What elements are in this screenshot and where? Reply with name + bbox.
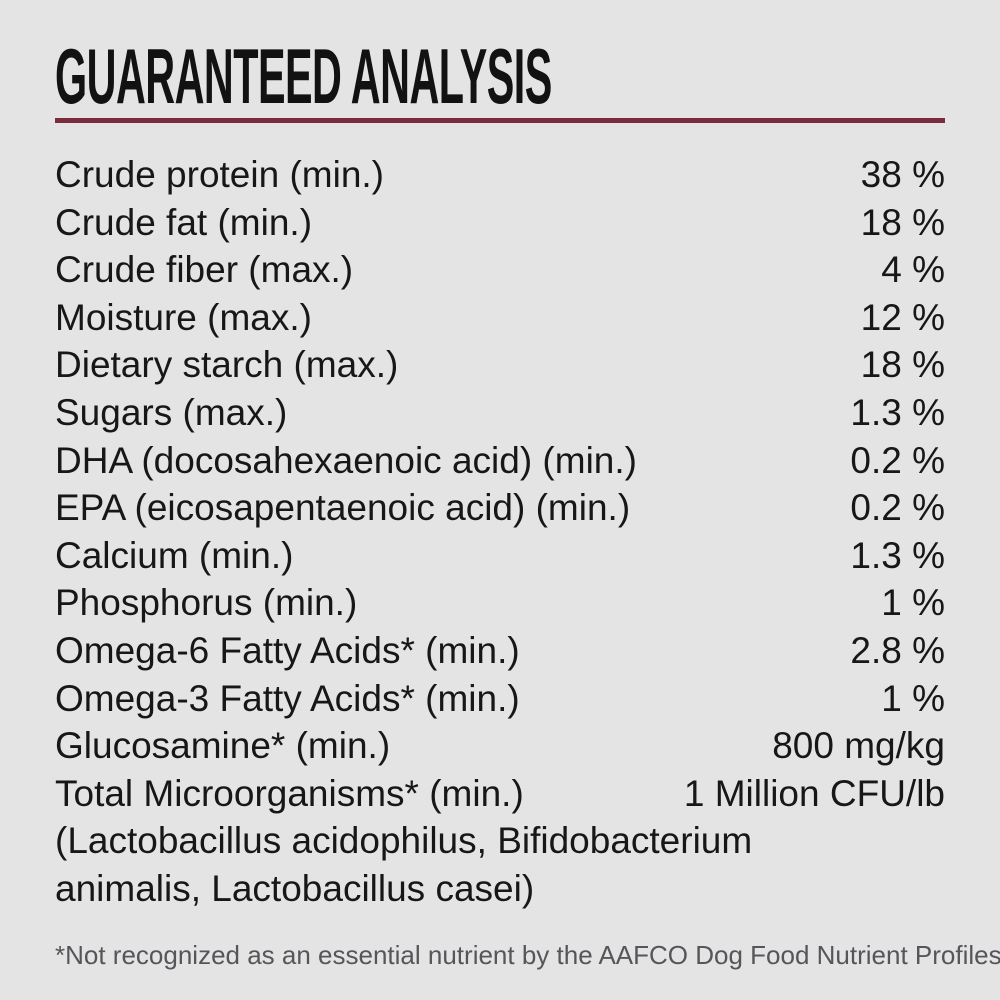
nutrient-name: Omega-6 Fatty Acids* (min.) — [55, 629, 520, 671]
nutrient-value: 1 % — [881, 677, 945, 719]
nutrient-value: 1.3 % — [850, 391, 945, 433]
table-row: DHA (docosahexaenoic acid) (min.) 0.2 % — [55, 437, 945, 485]
microorganism-species-list: (Lactobacillus acidophilus, Bifidobacter… — [55, 817, 945, 913]
table-row: Omega-6 Fatty Acids* (min.) 2.8 % — [55, 627, 945, 675]
nutrient-name: Crude fiber (max.) — [55, 249, 354, 291]
table-row: Crude protein (min.) 38 % — [55, 151, 945, 199]
nutrient-name: Omega-3 Fatty Acids* (min.) — [55, 677, 520, 719]
table-row: Crude fiber (max.) 4 % — [55, 246, 945, 294]
nutrient-name: Glucosamine* (min.) — [55, 725, 391, 767]
nutrient-name: Moisture (max.) — [55, 296, 312, 338]
table-row: Glucosamine* (min.) 800 mg/kg — [55, 722, 945, 770]
aafco-footnote: *Not recognized as an essential nutrient… — [55, 940, 1000, 970]
nutrient-name: EPA (eicosapentaenoic acid) (min.) — [55, 487, 631, 529]
nutrient-value: 38 % — [860, 154, 945, 195]
nutrient-value: 18 % — [860, 201, 945, 243]
nutrient-name: Crude protein (min.) — [55, 154, 385, 195]
table-row: Phosphorus (min.) 1 % — [55, 579, 945, 627]
nutrient-name: DHA (docosahexaenoic acid) (min.) — [55, 439, 637, 481]
nutrient-name: Calcium (min.) — [55, 534, 294, 576]
table-row: Calcium (min.) 1.3 % — [55, 532, 945, 580]
nutrient-value: 0.2 % — [850, 487, 945, 529]
analysis-table: Crude protein (min.) 38 % Crude fat (min… — [55, 151, 945, 817]
table-row: Sugars (max.) 1.3 % — [55, 389, 945, 437]
page-title-text: GUARANTEED ANALYSIS — [55, 32, 552, 120]
nutrient-name: Dietary starch (max.) — [55, 344, 399, 386]
table-row: Dietary starch (max.) 18 % — [55, 341, 945, 389]
table-row: EPA (eicosapentaenoic acid) (min.) 0.2 % — [55, 484, 945, 532]
nutrient-value: 1 Million CFU/lb — [683, 772, 945, 814]
table-row: Omega-3 Fatty Acids* (min.) 1 % — [55, 675, 945, 723]
species-line: (Lactobacillus acidophilus, Bifidobacter… — [55, 820, 753, 862]
nutrient-value: 2.8 % — [850, 629, 945, 671]
table-row: Total Microorganisms* (min.) 1 Million C… — [55, 770, 945, 818]
label-content: GUARANTEED ANALYSIS Crude protein (min.)… — [55, 32, 945, 913]
species-line: animalis, Lactobacillus casei) — [55, 868, 535, 910]
nutrient-name: Total Microorganisms* (min.) — [55, 772, 524, 814]
nutrient-name: Crude fat (min.) — [55, 201, 313, 243]
table-row: Moisture (max.) 12 % — [55, 294, 945, 342]
title-underline-rule — [55, 118, 945, 123]
nutrient-value: 1.3 % — [850, 534, 945, 576]
nutrient-value: 1 % — [881, 582, 945, 624]
nutrient-value: 0.2 % — [850, 439, 945, 481]
nutrient-value: 4 % — [881, 249, 945, 291]
nutrient-name: Phosphorus (min.) — [55, 582, 358, 624]
nutrient-value: 800 mg/kg — [772, 725, 945, 767]
page-title: GUARANTEED ANALYSIS — [55, 32, 945, 120]
nutrient-value: 18 % — [860, 344, 945, 386]
nutrient-value: 12 % — [860, 296, 945, 338]
nutrient-name: Sugars (max.) — [55, 391, 288, 433]
table-row: Crude fat (min.) 18 % — [55, 199, 945, 247]
